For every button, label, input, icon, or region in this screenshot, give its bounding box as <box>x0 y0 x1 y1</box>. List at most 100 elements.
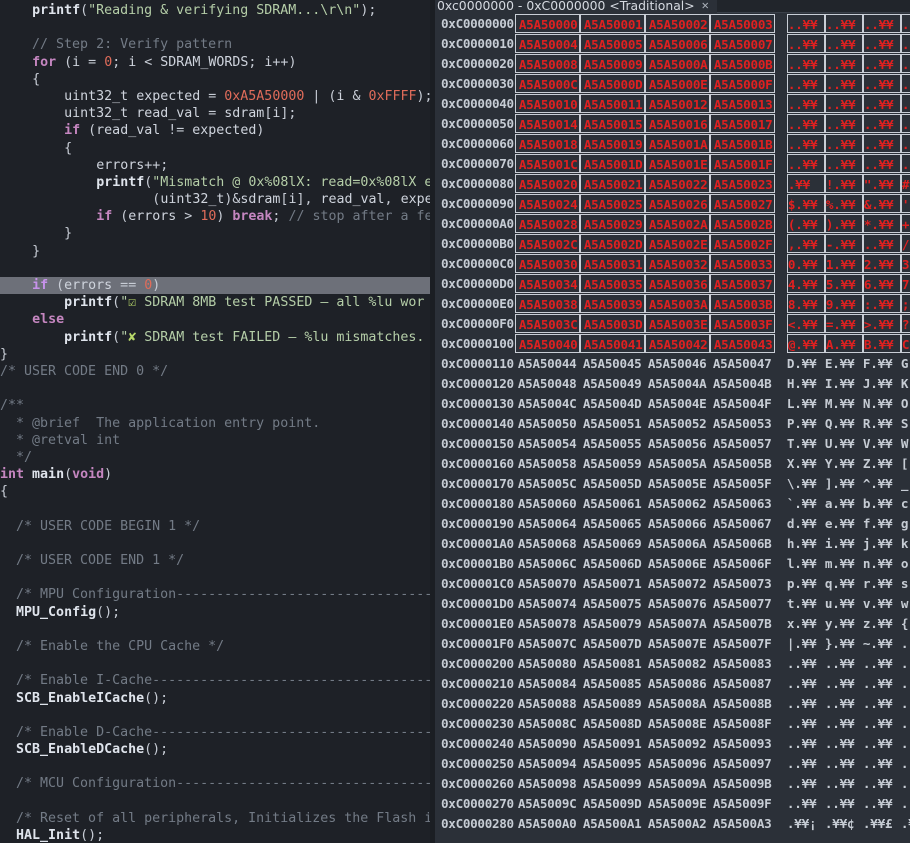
memory-ascii-cell[interactable]: l.¥¥ <box>786 555 817 571</box>
memory-ascii-cell[interactable]: ..¥¥ <box>862 153 901 173</box>
memory-row[interactable]: 0xC0000110 A5A50044 A5A50045 A5A50046 A5A500… <box>435 353 910 373</box>
code-line[interactable]: } <box>64 226 73 242</box>
memory-row[interactable]: 0xC0000240 A5A50090 A5A50091 A5A50092 A5A500… <box>435 733 910 753</box>
memory-ascii-cell[interactable]: ..¥¥ <box>862 73 901 93</box>
memory-hex-cell[interactable]: A5A50039 <box>579 293 645 313</box>
memory-hex-cell[interactable]: A5A50022 <box>644 173 710 193</box>
memory-row[interactable]: 0xC0000170 A5A5005C A5A5005D A5A5005E A5A500… <box>435 473 910 493</box>
memory-ascii-cell[interactable]: M.¥¥ <box>824 395 855 411</box>
memory-hex-cell[interactable]: A5A50017 <box>709 113 775 133</box>
memory-ascii-cell[interactable]: @.¥¥ <box>786 333 825 353</box>
memory-ascii-cell[interactable]: 6.¥¥ <box>862 273 901 293</box>
memory-hex-cell[interactable]: A5A50011 <box>579 93 645 113</box>
memory-ascii-cell[interactable]: ..¥¥ <box>824 695 855 711</box>
memory-ascii-cell[interactable]: ..¥¥ <box>786 755 817 771</box>
memory-row-list[interactable]: 0xC0000000 A5A50000 A5A50001 A5A50002 A5A500… <box>435 13 910 833</box>
code-line[interactable]: */ <box>0 449 33 465</box>
memory-hex-cell[interactable]: A5A5008B <box>712 695 772 711</box>
memory-ascii-cell[interactable]: ].¥¥ <box>824 475 855 491</box>
memory-hex-cell[interactable]: A5A50078 <box>517 615 577 631</box>
code-line[interactable]: errors++; <box>96 157 169 173</box>
memory-hex-cell[interactable]: A5A50014 <box>514 113 580 133</box>
memory-ascii-cell[interactable]: Z.¥¥ <box>862 455 893 471</box>
memory-ascii-cell[interactable]: ..¥¥ <box>786 153 825 173</box>
memory-monitor[interactable]: 0xc0000000 - 0xC0000000 <Traditional> ✕ … <box>435 0 910 843</box>
memory-hex-cell[interactable]: A5A5004A <box>647 375 707 391</box>
memory-ascii-cell[interactable]: ..¥¥ <box>824 53 863 73</box>
memory-hex-cell[interactable]: A5A5008A <box>647 695 707 711</box>
memory-ascii-cell[interactable]: /.¥¥ <box>900 233 910 253</box>
memory-row[interactable]: 0xC0000060 A5A50018 A5A50019 A5A5001A A5A500… <box>435 133 910 153</box>
memory-ascii-cell[interactable]: ..¥¥ <box>786 735 817 751</box>
memory-ascii-cell[interactable]: '.¥¥ <box>900 193 910 213</box>
code-line[interactable] <box>0 621 430 638</box>
memory-ascii-cell[interactable]: ..¥¥ <box>862 93 901 113</box>
memory-ascii-cell[interactable]: A.¥¥ <box>824 333 863 353</box>
memory-hex-cell[interactable]: A5A500A3 <box>712 815 772 831</box>
memory-hex-cell[interactable]: A5A50053 <box>712 415 772 431</box>
memory-ascii-cell[interactable]: $.¥¥ <box>786 193 825 213</box>
memory-hex-cell[interactable]: A5A5002E <box>644 233 710 253</box>
memory-ascii-cell[interactable]: ..¥¥ <box>862 715 893 731</box>
memory-ascii-cell[interactable]: ..¥¥ <box>862 735 893 751</box>
memory-ascii-cell[interactable]: ..¥¥ <box>862 775 893 791</box>
memory-hex-cell[interactable]: A5A5004D <box>582 395 642 411</box>
memory-ascii-cell[interactable]: ..¥¥ <box>862 233 901 253</box>
memory-hex-cell[interactable]: A5A50018 <box>514 133 580 153</box>
memory-hex-cell[interactable]: A5A5004B <box>712 375 772 391</box>
memory-hex-cell[interactable]: A5A50006 <box>644 33 710 53</box>
memory-hex-cell[interactable]: A5A50074 <box>517 595 577 611</box>
memory-hex-cell[interactable]: A5A5006E <box>647 555 707 571</box>
code-line[interactable] <box>0 569 430 586</box>
memory-ascii-cell[interactable]: ..¥¥ <box>862 675 893 691</box>
memory-ascii-cell[interactable]: 8.¥¥ <box>786 293 825 313</box>
memory-ascii-cell[interactable]: ..¥¥ <box>900 775 910 791</box>
memory-hex-cell[interactable]: A5A5007E <box>647 635 707 651</box>
memory-ascii-cell[interactable]: ..¥¥ <box>786 53 825 73</box>
memory-ascii-cell[interactable]: ..¥¥ <box>862 13 901 33</box>
memory-row[interactable]: 0xC0000230 A5A5008C A5A5008D A5A5008E A5A500… <box>435 713 910 733</box>
memory-hex-cell[interactable]: A5A50083 <box>712 655 772 671</box>
memory-ascii-cell[interactable]: ..¥¥ <box>900 655 910 671</box>
memory-ascii-cell[interactable]: p.¥¥ <box>786 575 817 591</box>
memory-ascii-cell[interactable]: U.¥¥ <box>824 435 855 451</box>
code-line[interactable]: printf("✘ SDRAM test FAILED — %lu mismat… <box>64 329 425 345</box>
memory-ascii-cell[interactable]: q.¥¥ <box>824 575 855 591</box>
memory-hex-cell[interactable]: A5A50031 <box>579 253 645 273</box>
code-line[interactable]: MPU_Config(); <box>16 604 121 620</box>
memory-row[interactable]: 0xC0000160 A5A50058 A5A50059 A5A5005A A5A500… <box>435 453 910 473</box>
memory-ascii-cell[interactable]: i.¥¥ <box>824 535 855 551</box>
memory-hex-cell[interactable]: A5A5005B <box>712 455 772 471</box>
memory-ascii-cell[interactable]: %.¥¥ <box>824 193 863 213</box>
memory-hex-cell[interactable]: A5A50005 <box>579 33 645 53</box>
memory-hex-cell[interactable]: A5A50093 <box>712 735 772 751</box>
memory-ascii-cell[interactable]: ^.¥¥ <box>862 475 893 491</box>
memory-row[interactable]: 0xC0000200 A5A50080 A5A50081 A5A50082 A5A500… <box>435 653 910 673</box>
memory-ascii-cell[interactable]: ..¥¥ <box>900 133 910 153</box>
memory-row[interactable]: 0xC00001E0 A5A50078 A5A50079 A5A5007A A5A500… <box>435 613 910 633</box>
memory-row[interactable]: 0xC0000090 A5A50024 A5A50025 A5A50026 A5A500… <box>435 193 910 213</box>
memory-hex-cell[interactable]: A5A50089 <box>582 695 642 711</box>
memory-row[interactable]: 0xC00001F0 A5A5007C A5A5007D A5A5007E A5A500… <box>435 633 910 653</box>
memory-hex-cell[interactable]: A5A5002C <box>514 233 580 253</box>
memory-hex-cell[interactable]: A5A5009A <box>647 775 707 791</box>
code-line[interactable]: * @brief The application entry point. <box>0 415 321 431</box>
memory-row[interactable]: 0xC0000220 A5A50088 A5A50089 A5A5008A A5A500… <box>435 693 910 713</box>
memory-ascii-cell[interactable]: K.¥¥ <box>900 375 910 391</box>
memory-hex-cell[interactable]: A5A5009F <box>712 795 772 811</box>
memory-ascii-cell[interactable]: ..¥¥ <box>824 735 855 751</box>
memory-hex-cell[interactable]: A5A50054 <box>517 435 577 451</box>
memory-ascii-cell[interactable]: 2.¥¥ <box>862 253 901 273</box>
memory-ascii-cell[interactable]: N.¥¥ <box>862 395 893 411</box>
memory-hex-cell[interactable]: A5A50027 <box>709 193 775 213</box>
memory-hex-cell[interactable]: A5A50058 <box>517 455 577 471</box>
memory-ascii-cell[interactable]: 3.¥¥ <box>900 253 910 273</box>
memory-ascii-cell[interactable]: E.¥¥ <box>824 355 855 371</box>
memory-hex-cell[interactable]: A5A50035 <box>579 273 645 293</box>
memory-ascii-cell[interactable]: _.¥¥ <box>900 475 910 491</box>
memory-hex-cell[interactable]: A5A5006F <box>712 555 772 571</box>
code-line[interactable]: /** <box>0 398 25 414</box>
memory-ascii-cell[interactable]: ..¥¥ <box>900 113 910 133</box>
memory-hex-cell[interactable]: A5A5008F <box>712 715 772 731</box>
code-line[interactable] <box>0 655 430 672</box>
